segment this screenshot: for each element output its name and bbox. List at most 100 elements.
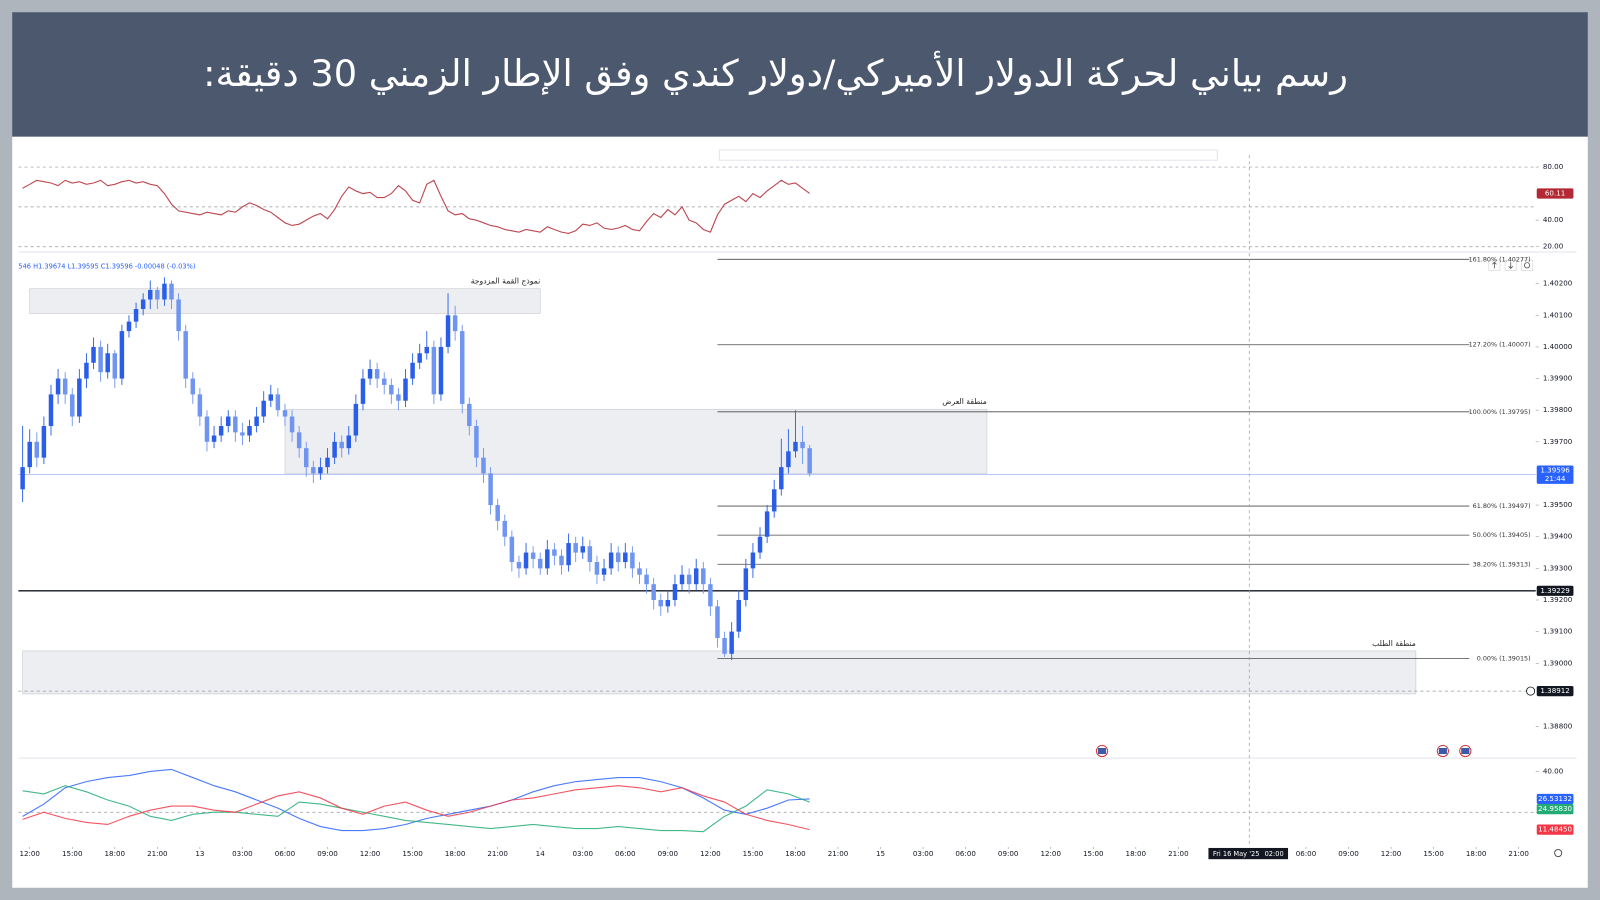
candle-body: [374, 369, 380, 379]
candle-body: [750, 552, 756, 569]
candle-body: [20, 467, 25, 490]
candle-body: [743, 568, 749, 600]
candle-body: [481, 457, 486, 474]
crosshair-icon: [1526, 686, 1536, 696]
x-tick-label: 12:00: [19, 849, 40, 858]
value-badge-bg: [1536, 188, 1574, 199]
candle-body: [708, 584, 713, 607]
y-tick-label: 1.39000: [1543, 658, 1573, 667]
candle-body: [240, 432, 245, 436]
x-tick-label: 13: [195, 849, 204, 858]
candle-body: [729, 631, 734, 654]
candle-body: [445, 315, 451, 347]
x-tick-label: 18:00: [105, 849, 126, 858]
x-tick-label: 21:00: [147, 849, 168, 858]
candle-body: [91, 346, 96, 363]
icon: [1508, 262, 1514, 269]
candle-body: [218, 426, 224, 436]
candle-body: [275, 394, 281, 411]
x-tick-label: 09:00: [658, 849, 679, 858]
x-tick-label: 06:00: [1296, 849, 1317, 858]
candle-body: [261, 400, 266, 417]
scale-reset-button[interactable]: [1521, 259, 1534, 271]
candle-body: [779, 467, 784, 490]
y-tick-label: 1.40100: [1543, 310, 1573, 319]
fib-label: 50.00% (1.39405): [1473, 531, 1531, 539]
candle-body: [353, 403, 359, 436]
x-tick-label: 14: [536, 849, 546, 858]
candle-body: [268, 394, 274, 401]
candle-body: [162, 283, 167, 300]
candle-body: [140, 299, 146, 309]
series-line: [22, 179, 810, 235]
candle-body: [431, 346, 437, 395]
price-badge-time: 21:44: [1545, 474, 1566, 483]
zone-label: منطقة الطلب: [1372, 639, 1416, 648]
candle-body: [580, 546, 586, 553]
x-tick-label: 15: [876, 849, 885, 858]
candle-body: [289, 416, 295, 433]
candle-body: [303, 448, 309, 468]
series-line: [22, 785, 810, 833]
y-tick-label: 80.00: [1543, 162, 1564, 171]
candle-body: [686, 574, 692, 585]
candle-body: [679, 574, 685, 585]
candle-body: [84, 362, 89, 379]
event-flags[interactable]: [1095, 744, 1472, 758]
x-tick-label: 21:00: [828, 849, 849, 858]
candle-body: [155, 290, 160, 300]
candle-body: [601, 568, 607, 575]
candle-body: [318, 467, 323, 474]
candle-body: [467, 403, 472, 427]
y-tick-label: 1.39300: [1543, 563, 1573, 572]
candle-body: [637, 568, 642, 575]
fib-label: 0.00% (1.39015): [1477, 655, 1531, 663]
zone: [284, 408, 988, 474]
scale-up-button[interactable]: [1488, 259, 1501, 271]
candle-body: [77, 378, 82, 417]
ohlc-legend: 546 H1.39674 L1.39595 C1.39596 -0.00048 …: [18, 262, 195, 270]
candle-body: [417, 353, 422, 363]
candle-body: [764, 511, 770, 537]
zone: [29, 288, 541, 314]
y-tick-label: 1.39100: [1543, 627, 1573, 636]
fib-label: 61.80% (1.39497): [1473, 502, 1531, 510]
x-tick-label: 18:00: [1466, 849, 1487, 858]
y-tick-label: 20.00: [1543, 242, 1564, 251]
candle-body: [396, 394, 401, 401]
zone: [22, 650, 1417, 695]
candle-body: [573, 543, 578, 553]
candle-body: [566, 543, 571, 566]
candle-body: [722, 637, 727, 654]
y-tick-label: 1.40000: [1543, 342, 1573, 351]
fib-label: 38.20% (1.39313): [1473, 560, 1531, 568]
x-tick-label: 18:00: [785, 849, 806, 858]
candle-body: [211, 435, 217, 442]
candle-body: [800, 441, 805, 449]
y-tick-label: 1.39400: [1543, 532, 1573, 541]
x-tick-label: 09:00: [998, 849, 1019, 858]
candle-body: [296, 432, 302, 449]
y-tick-label: 1.39500: [1543, 500, 1573, 509]
candle-body: [474, 426, 479, 458]
scale-down-button[interactable]: [1504, 259, 1517, 271]
icon: [1438, 747, 1447, 755]
price-badge-bg: [1536, 465, 1574, 484]
x-tick-label: 12:00: [1040, 849, 1061, 858]
candle-body: [112, 353, 118, 379]
candle-body: [346, 435, 352, 449]
fib-label: 161.80% (1.40277): [1469, 255, 1531, 263]
candle-body: [757, 536, 763, 553]
scale-buttons[interactable]: [1488, 259, 1534, 271]
candle-body: [459, 331, 465, 404]
x-tick-label: 12:00: [700, 849, 721, 858]
value-badge: 60.11: [1545, 188, 1565, 197]
candle-body: [516, 562, 522, 569]
candle-body: [282, 410, 288, 417]
candle-body: [488, 473, 493, 506]
header-title: رسم بياني لحركة الدولار الأميركي/دولار ك…: [203, 50, 1348, 95]
candle-body: [644, 574, 649, 585]
settings-icon[interactable]: [1554, 848, 1563, 858]
value-badge: 26.53132: [1538, 794, 1572, 803]
y-tick-label: 1.39800: [1543, 405, 1573, 414]
